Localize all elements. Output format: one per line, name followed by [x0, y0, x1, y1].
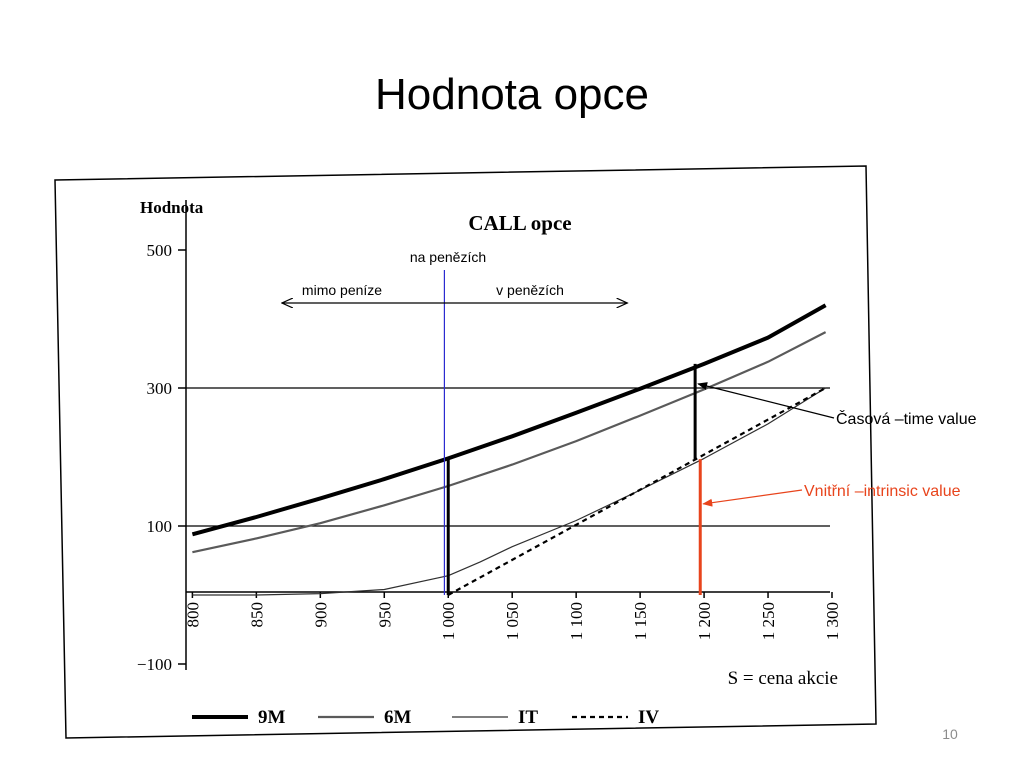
y-tick-label: 300 [147, 379, 173, 398]
x-tick-label: 1 150 [631, 602, 650, 640]
x-tick-label: 1 300 [823, 602, 842, 640]
legend-item-6m: 6M [318, 707, 412, 728]
legend-label: IT [518, 707, 538, 728]
x-ticks: 800 850 900 950 1 000 1 050 1 100 1 150 1 200 1 2… [183, 592, 842, 640]
x-tick-label: 1 050 [503, 602, 522, 640]
x-tick-label: 950 [375, 602, 394, 628]
legend-label: 6M [384, 707, 412, 728]
x-tick-label: 850 [247, 602, 266, 628]
x-axis-label: S = cena akcie [728, 668, 838, 689]
legend-label: IV [638, 707, 659, 728]
legend: 9M 6M IT IV [192, 707, 659, 728]
legend-item-iv: IV [572, 707, 659, 728]
intrinsic-value-callout-arrow [702, 489, 803, 507]
y-tick-label: −100 [137, 655, 172, 674]
slide-title: Hodnota opce [375, 70, 649, 119]
series-6m-line [192, 331, 827, 554]
page-number: 10 [942, 726, 958, 742]
x-tick-label: 1 200 [695, 602, 714, 640]
legend-item-9m: 9M [192, 707, 286, 728]
at-the-money-label: na penězích [410, 249, 486, 265]
series-it-line [192, 387, 826, 596]
in-the-money-label: v penězích [496, 282, 564, 298]
x-tick-label: 1 250 [759, 602, 778, 640]
x-tick-label: 900 [311, 602, 330, 628]
x-tick-label: 800 [183, 602, 202, 628]
gridlines [186, 387, 830, 527]
legend-label: 9M [258, 707, 286, 728]
series-9m-line [191, 303, 827, 537]
value-markers [446, 363, 702, 595]
y-ticks: 500 300 100 −100 [137, 241, 186, 674]
y-tick-label: 500 [147, 241, 173, 260]
x-tick-label: 1 100 [567, 602, 586, 640]
x-tick-label: 1 000 [439, 602, 458, 640]
time-value-callout-arrow [697, 382, 835, 419]
chart-title: CALL opce [468, 211, 571, 235]
time-value-label: Časová –time value [836, 409, 977, 428]
out-of-the-money-label: mimo peníze [302, 282, 382, 298]
y-tick-label: 100 [147, 517, 173, 536]
y-axis-label: Hodnota [140, 198, 204, 217]
legend-item-it: IT [452, 707, 538, 728]
series-lines [191, 303, 827, 596]
intrinsic-value-label: Vnitřní –intrinsic value [804, 483, 961, 500]
